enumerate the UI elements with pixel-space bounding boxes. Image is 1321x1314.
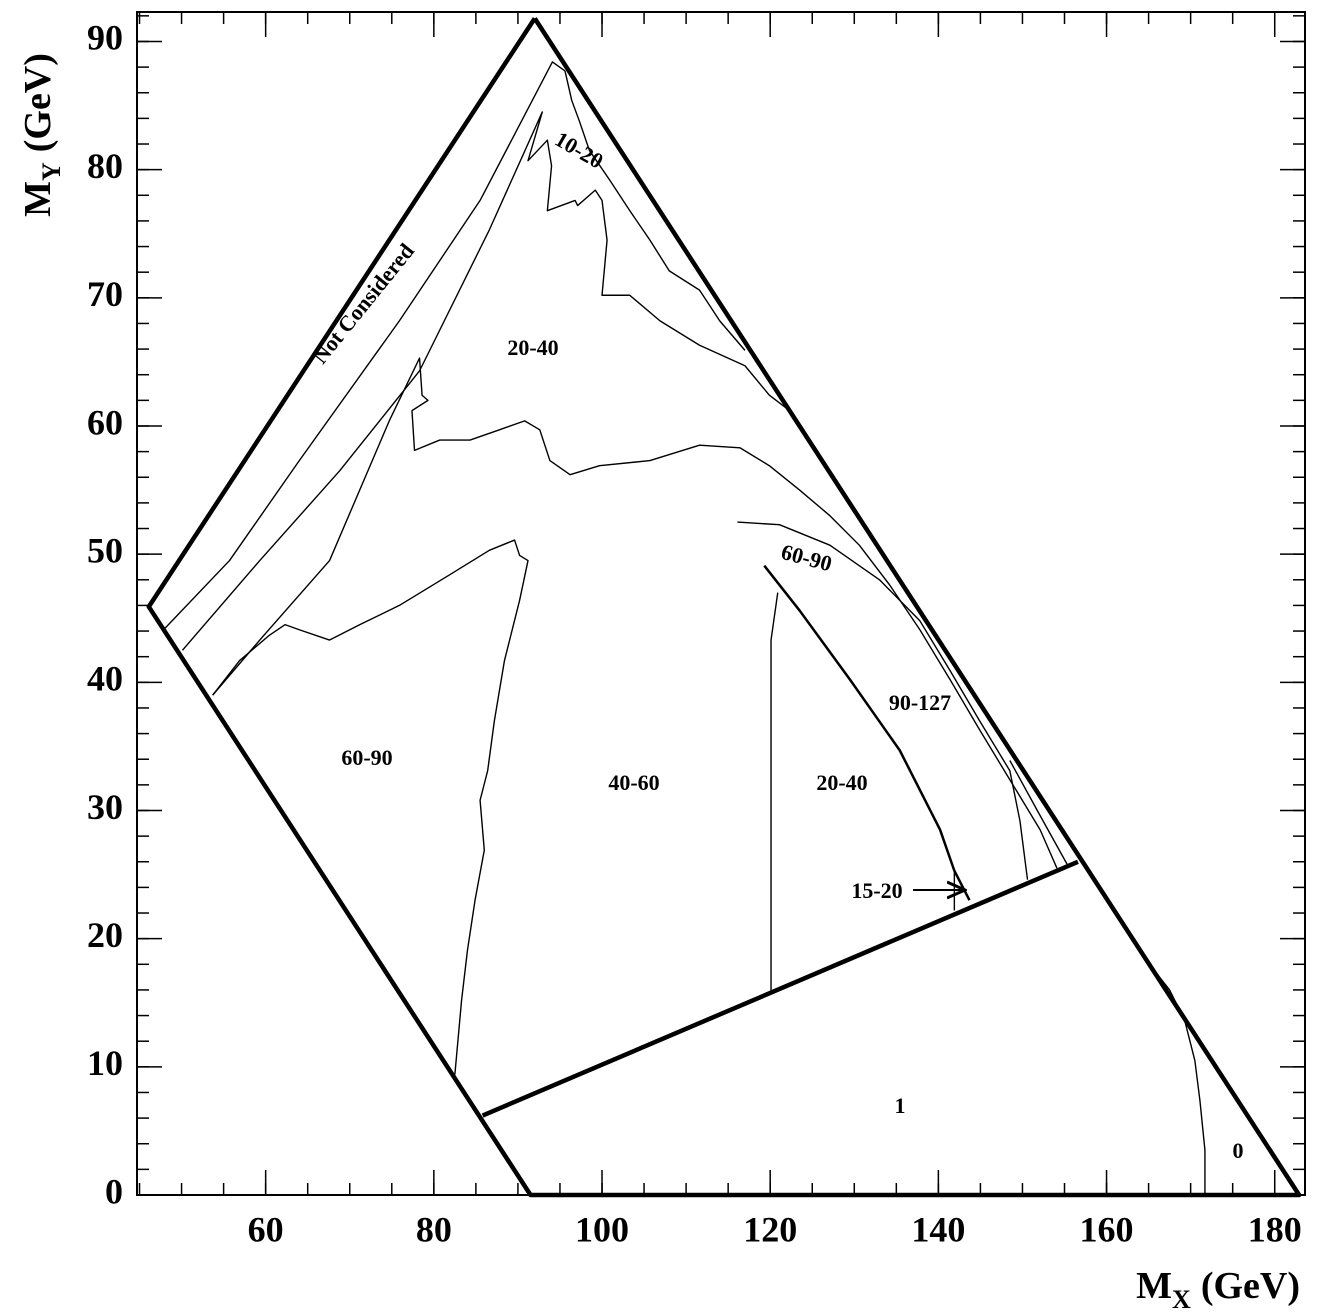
- region-label: 1: [895, 1093, 906, 1118]
- contour-line: [1009, 760, 1069, 866]
- region-label: 15-20: [851, 878, 902, 903]
- region-label: 10-20: [551, 126, 608, 173]
- contour-line: [212, 357, 1058, 869]
- y-tick-label: 60: [87, 402, 123, 442]
- region-label: Not Considered: [307, 239, 419, 369]
- y-tick-label: 20: [87, 915, 123, 955]
- x-label-unit: (GeV): [1201, 1265, 1300, 1307]
- x-tick-label: 100: [575, 1209, 629, 1249]
- y-axis-label: MY (GeV): [17, 53, 66, 217]
- region-label: 40-60: [608, 770, 659, 795]
- contour-line: [763, 564, 971, 901]
- x-tick-label: 140: [911, 1209, 965, 1249]
- x-tick-label: 160: [1080, 1209, 1134, 1249]
- y-tick-label: 90: [87, 18, 123, 58]
- region-label: 90-127: [889, 690, 951, 715]
- y-tick-label: 10: [87, 1043, 123, 1083]
- contour-line: [481, 859, 1079, 1118]
- contour-line: [770, 592, 779, 993]
- x-axis-label: MX (GeV): [1136, 1265, 1300, 1314]
- contour-line: [181, 111, 790, 651]
- contour-line: [1153, 970, 1206, 1195]
- y-label-unit: (GeV): [17, 53, 59, 152]
- plot-frame: [136, 11, 1306, 1196]
- y-label-subscript: Y: [37, 162, 66, 181]
- y-tick-label: 30: [87, 787, 123, 827]
- y-tick-label: 80: [87, 146, 123, 186]
- contour-line: [212, 539, 529, 1075]
- y-tick-label: 50: [87, 530, 123, 570]
- x-label-symbol: M: [1136, 1265, 1172, 1307]
- x-label-subscript: X: [1172, 1285, 1191, 1314]
- x-tick-label: 80: [416, 1209, 452, 1249]
- region-label: 60-90: [779, 539, 835, 576]
- x-tick-label: 180: [1248, 1209, 1302, 1249]
- region-label: 0: [1233, 1138, 1244, 1163]
- contour-line: [164, 61, 566, 629]
- x-tick-label: 60: [248, 1209, 284, 1249]
- y-label-symbol: M: [17, 181, 59, 217]
- region-label: 20-40: [816, 770, 867, 795]
- x-tick-label: 120: [743, 1209, 797, 1249]
- contour-line: [146, 17, 1302, 1198]
- region-label: 20-40: [507, 335, 558, 360]
- contour-line: [737, 521, 1029, 880]
- y-tick-label: 40: [87, 659, 123, 699]
- contour-line: [564, 70, 746, 351]
- y-tick-label: 70: [87, 274, 123, 314]
- region-label: 60-90: [341, 745, 392, 770]
- y-tick-label: 0: [105, 1171, 123, 1211]
